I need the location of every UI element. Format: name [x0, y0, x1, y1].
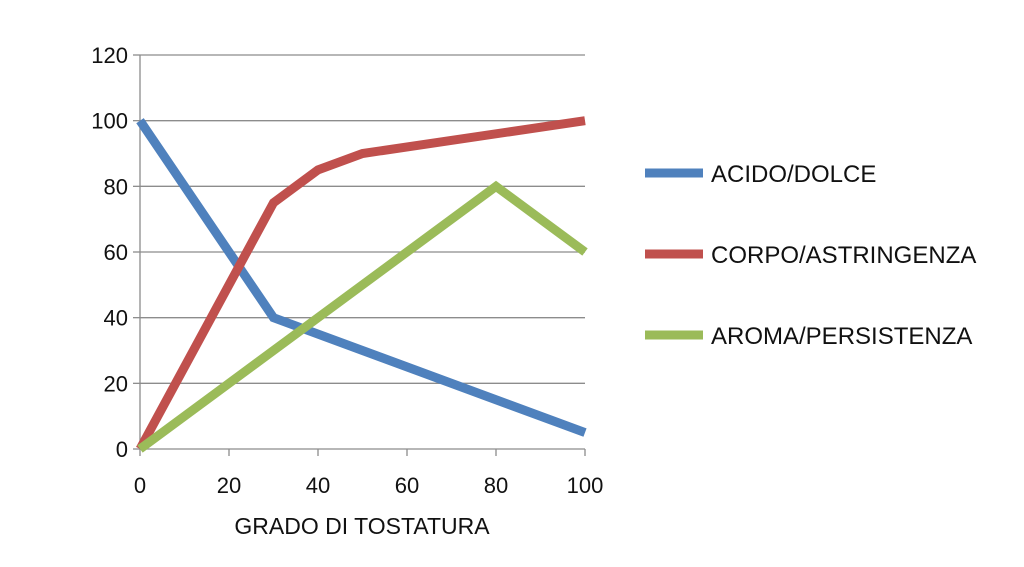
y-tick-label: 20: [104, 371, 128, 396]
tick-labels: 0 20 40 60 80 100 120 0 20 40 60 80 100: [91, 43, 603, 498]
legend: ACIDO/DOLCE CORPO/ASTRINGENZA AROMA/PERSIS…: [645, 161, 976, 350]
legend-label-aroma-persistenza: AROMA/PERSISTENZA: [711, 323, 972, 350]
y-tick-label: 80: [104, 174, 128, 199]
axes: [133, 54, 586, 456]
y-tick-label: 120: [91, 43, 128, 68]
series-line-aroma-persistenza: [137, 180, 588, 453]
x-tick-label: 20: [217, 473, 241, 498]
x-axis-title: GRADO DI TOSTATURA: [234, 513, 490, 539]
x-tick-label: 0: [134, 473, 146, 498]
x-tick-label: 80: [484, 473, 508, 498]
legend-label-acido-dolce: ACIDO/DOLCE: [711, 161, 876, 188]
series-line-corpo-astringenza: [136, 116, 586, 452]
y-tick-label: 0: [116, 437, 128, 462]
y-tick-label: 100: [91, 109, 128, 134]
y-tick-label: 40: [104, 306, 128, 331]
x-tick-label: 40: [306, 473, 330, 498]
series-lines: [136, 116, 588, 453]
x-tick-label: 60: [395, 473, 419, 498]
y-tick-label: 60: [104, 240, 128, 265]
x-tick-label: 100: [567, 473, 604, 498]
series-line-acido-dolce: [136, 118, 587, 437]
legend-label-corpo-astringenza: CORPO/ASTRINGENZA: [711, 242, 976, 269]
